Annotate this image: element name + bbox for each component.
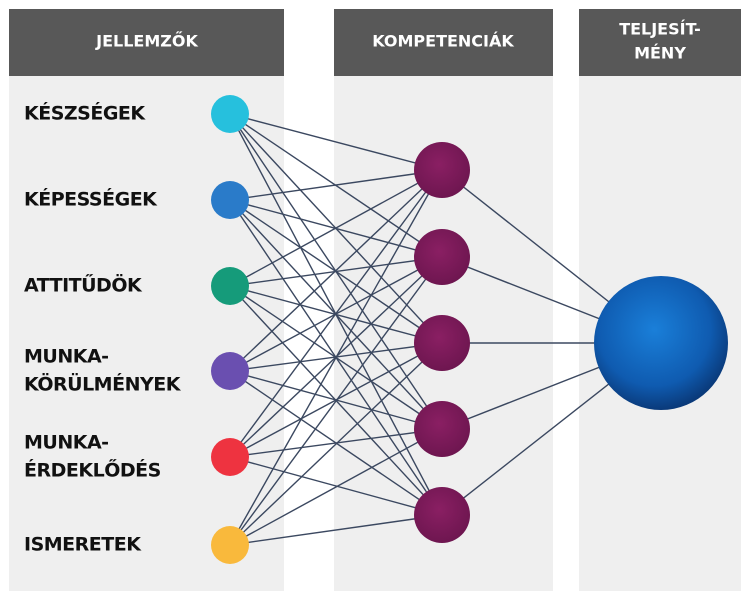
panel bbox=[9, 76, 284, 591]
input-node bbox=[211, 352, 249, 390]
input-node bbox=[211, 526, 249, 564]
column-header: MÉNY bbox=[634, 44, 686, 63]
header-bar bbox=[9, 9, 284, 76]
nodes bbox=[211, 95, 728, 564]
header-bar bbox=[334, 9, 553, 76]
input-node bbox=[211, 267, 249, 305]
input-node bbox=[211, 438, 249, 476]
column-header: KOMPETENCIÁK bbox=[372, 32, 514, 51]
connection bbox=[229, 256, 443, 287]
texts: JELLEMZŐK KOMPETENCIÁK TELJESÍT- MÉNY KÉSZSÉ… bbox=[24, 20, 701, 556]
row-label: ATTITŰDÖK bbox=[24, 273, 143, 297]
performance-node bbox=[594, 276, 728, 410]
row-label: MUNKA- bbox=[24, 346, 109, 368]
header-bar bbox=[579, 9, 741, 76]
input-node bbox=[211, 181, 249, 219]
competency-node bbox=[414, 487, 470, 543]
connection bbox=[229, 428, 443, 546]
column-header: TELJESÍT- bbox=[619, 20, 701, 39]
connection bbox=[229, 256, 443, 546]
row-label: MUNKA- bbox=[24, 432, 109, 454]
input-node bbox=[211, 95, 249, 133]
competency-node bbox=[414, 315, 470, 371]
competency-node bbox=[414, 142, 470, 198]
connection bbox=[229, 456, 443, 516]
connection bbox=[229, 169, 443, 287]
connection bbox=[229, 169, 443, 458]
connection bbox=[229, 514, 443, 546]
column-header: JELLEMZŐK bbox=[95, 31, 198, 51]
connection bbox=[229, 342, 443, 546]
connection bbox=[229, 169, 443, 372]
connection bbox=[229, 169, 443, 546]
connection bbox=[229, 113, 443, 171]
competency-node bbox=[414, 229, 470, 285]
competency-node bbox=[414, 401, 470, 457]
connection bbox=[229, 169, 443, 201]
row-label: KÉSZSÉGEK bbox=[24, 102, 146, 125]
connection bbox=[229, 428, 443, 458]
row-label: ISMERETEK bbox=[24, 534, 142, 556]
row-label: KÉPESSÉGEK bbox=[24, 188, 158, 211]
row-label: ÉRDEKLŐDÉS bbox=[24, 458, 161, 482]
row-label: KÖRÜLMÉNYEK bbox=[24, 372, 182, 396]
